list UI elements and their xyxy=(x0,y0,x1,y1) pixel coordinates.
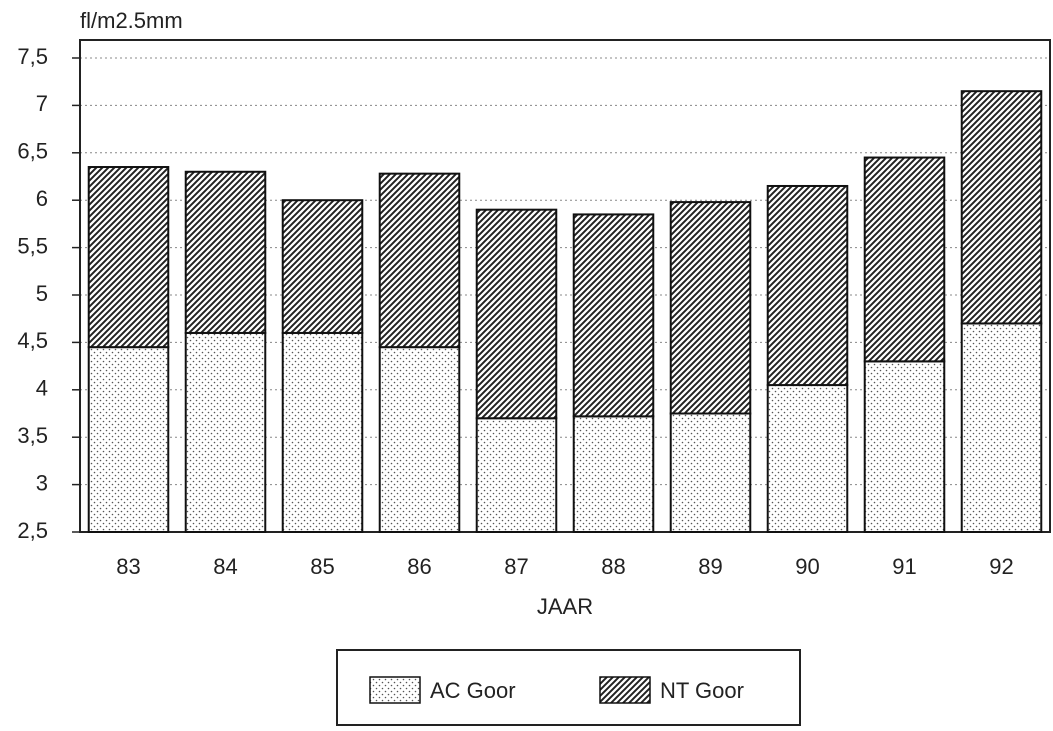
bar-segment xyxy=(960,90,1043,325)
x-tick-label: 91 xyxy=(892,554,916,579)
y-tick-label: 6 xyxy=(36,186,48,211)
bar-segment xyxy=(281,331,364,534)
bar-segment xyxy=(766,384,849,533)
y-tick-label: 6,5 xyxy=(17,139,48,164)
x-tick-label: 90 xyxy=(795,554,819,579)
y-tick-label: 5 xyxy=(36,281,48,306)
bar-segment xyxy=(960,322,1043,533)
x-tick-label: 83 xyxy=(116,554,140,579)
x-axis-label: JAAR xyxy=(537,594,593,619)
legend-box xyxy=(336,649,801,726)
x-tick-label: 88 xyxy=(601,554,625,579)
bar-segment xyxy=(378,172,461,349)
legend-swatch xyxy=(369,676,421,704)
legend-swatch xyxy=(599,676,651,704)
x-tick-label: 87 xyxy=(504,554,528,579)
y-tick-label: 7 xyxy=(36,91,48,116)
bar-segment xyxy=(669,201,752,415)
bar-segment xyxy=(572,213,655,418)
bar-segment xyxy=(475,417,558,533)
y-tick-label: 7,5 xyxy=(17,44,48,69)
bar-segment xyxy=(475,208,558,420)
bar-segment xyxy=(378,346,461,534)
plot-frame xyxy=(79,39,1051,533)
x-tick-label: 85 xyxy=(310,554,334,579)
bar-segment xyxy=(766,184,849,387)
bar-segment xyxy=(87,346,170,534)
y-tick-label: 5,5 xyxy=(17,233,48,258)
bar-segment xyxy=(572,415,655,533)
y-tick-label: 4 xyxy=(36,376,48,401)
y-axis-label: fl/m2.5mm xyxy=(80,8,183,33)
bar-segment xyxy=(669,412,752,533)
legend-label: AC Goor xyxy=(430,678,516,703)
x-tick-label: 84 xyxy=(213,554,237,579)
bar-segment xyxy=(863,156,946,363)
y-tick-label: 4,5 xyxy=(17,328,48,353)
bar-segment xyxy=(87,166,170,349)
bar-segment xyxy=(281,199,364,334)
x-tick-label: 86 xyxy=(407,554,431,579)
x-tick-label: 92 xyxy=(989,554,1013,579)
x-tick-label: 89 xyxy=(698,554,722,579)
bar-segment xyxy=(863,360,946,533)
legend-label: NT Goor xyxy=(660,678,744,703)
y-tick-label: 3,5 xyxy=(17,423,48,448)
bar-segment xyxy=(184,331,267,534)
y-tick-label: 3 xyxy=(36,470,48,495)
bar-segment xyxy=(184,170,267,334)
y-tick-label: 2,5 xyxy=(17,518,48,543)
